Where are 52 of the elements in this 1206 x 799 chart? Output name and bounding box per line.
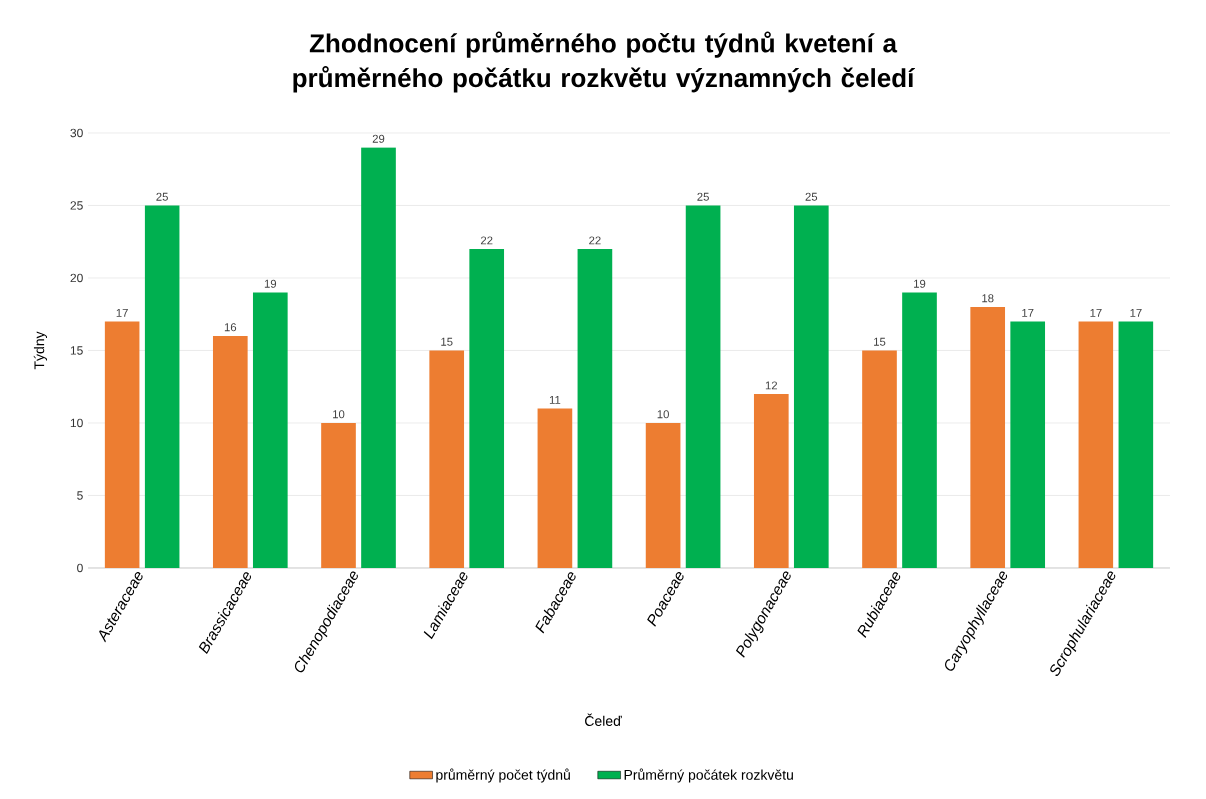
data-label: 25 — [697, 192, 709, 201]
y-tick-label: 20 — [70, 273, 83, 283]
bar — [902, 292, 937, 568]
bar — [793, 205, 829, 568]
bar — [212, 335, 248, 568]
data-label: 29 — [372, 134, 385, 143]
y-tick-label: 30 — [70, 128, 83, 138]
y-axis-title: Týdny — [33, 331, 47, 370]
bar — [685, 205, 721, 568]
data-label: 10 — [333, 410, 345, 419]
data-label: 25 — [156, 192, 168, 201]
data-label: 17 — [116, 308, 128, 317]
legend-label: Průměrný počátek rozkvětu — [624, 768, 793, 783]
data-label: 22 — [480, 236, 493, 245]
data-label: 11 — [549, 395, 561, 404]
legend-label: průměrný počet týdnů — [436, 768, 570, 783]
bar — [429, 350, 465, 568]
bar — [144, 205, 180, 568]
data-label: 15 — [874, 337, 886, 346]
data-label: 10 — [657, 410, 669, 419]
bar — [862, 350, 897, 568]
bar — [1078, 321, 1114, 568]
data-label: 22 — [589, 236, 601, 245]
data-label: 17 — [1090, 308, 1102, 317]
x-axis-title: Čeleď — [585, 713, 622, 726]
data-label: 12 — [765, 381, 778, 390]
bar — [252, 292, 288, 568]
data-label: 16 — [224, 323, 237, 332]
bar — [645, 422, 681, 568]
y-tick-label: 5 — [77, 491, 83, 500]
bar — [1010, 321, 1046, 568]
bar — [577, 248, 613, 568]
data-label: 17 — [1130, 308, 1142, 317]
bar — [537, 408, 573, 568]
y-tick-label: 10 — [70, 418, 83, 428]
bar — [321, 422, 356, 568]
data-label: 17 — [1022, 308, 1034, 317]
data-label: 19 — [914, 279, 926, 288]
bar — [469, 248, 505, 568]
data-label: 19 — [264, 279, 277, 288]
y-tick-label: 15 — [70, 346, 83, 355]
bar — [1118, 321, 1154, 568]
y-tick-label: 0 — [77, 563, 83, 573]
bar — [361, 147, 396, 568]
data-label: 18 — [982, 294, 994, 303]
data-label: 25 — [805, 192, 818, 201]
bar — [753, 393, 789, 568]
data-label: 15 — [441, 337, 453, 346]
bar — [104, 321, 140, 568]
y-tick-label: 25 — [70, 201, 83, 210]
bar — [970, 306, 1006, 568]
chart-title: Zhodnocení průměrného počtu týdnů kvetení a průměrného počátku rozkvětu významných čeledí — [293, 31, 916, 93]
